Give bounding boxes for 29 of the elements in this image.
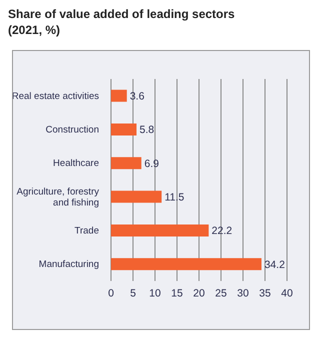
y-tick-label: Trade [74,225,99,236]
x-tick-label: 10 [149,287,161,300]
data-label: 5.8 [140,124,154,136]
y-tick-label: Real estate activities [12,90,100,102]
data-label: 34.2 [264,258,286,271]
bar [111,90,127,102]
data-label: 22.2 [212,225,232,238]
x-tick-label: 40 [281,287,293,300]
x-tick-label: 5 [130,287,136,300]
x-tick-label: 35 [259,287,271,300]
bar [111,224,209,236]
x-tick-label: 30 [237,287,249,300]
bar [111,258,262,270]
data-label: 6.9 [144,158,160,170]
bar [111,157,142,170]
x-tick-label: 25 [215,287,227,300]
y-tick-label: Healthcare [53,158,99,169]
y-tick-label: Agriculture, forestry and fishing [16,186,100,208]
chart-subtitle: (2021, %) [8,22,62,38]
y-tick-label: Construction [46,124,99,136]
bar [111,123,137,136]
data-label: 3.6 [130,90,145,102]
x-tick-label: 0 [108,287,114,300]
chart-title: Share of value added of leading sectors [8,6,236,22]
data-label: 11.5 [164,192,184,204]
x-tick-label: 15 [171,287,183,300]
x-tick-label: 20 [193,287,205,300]
bar [111,190,162,203]
y-tick-label: Manufacturing [38,258,99,270]
